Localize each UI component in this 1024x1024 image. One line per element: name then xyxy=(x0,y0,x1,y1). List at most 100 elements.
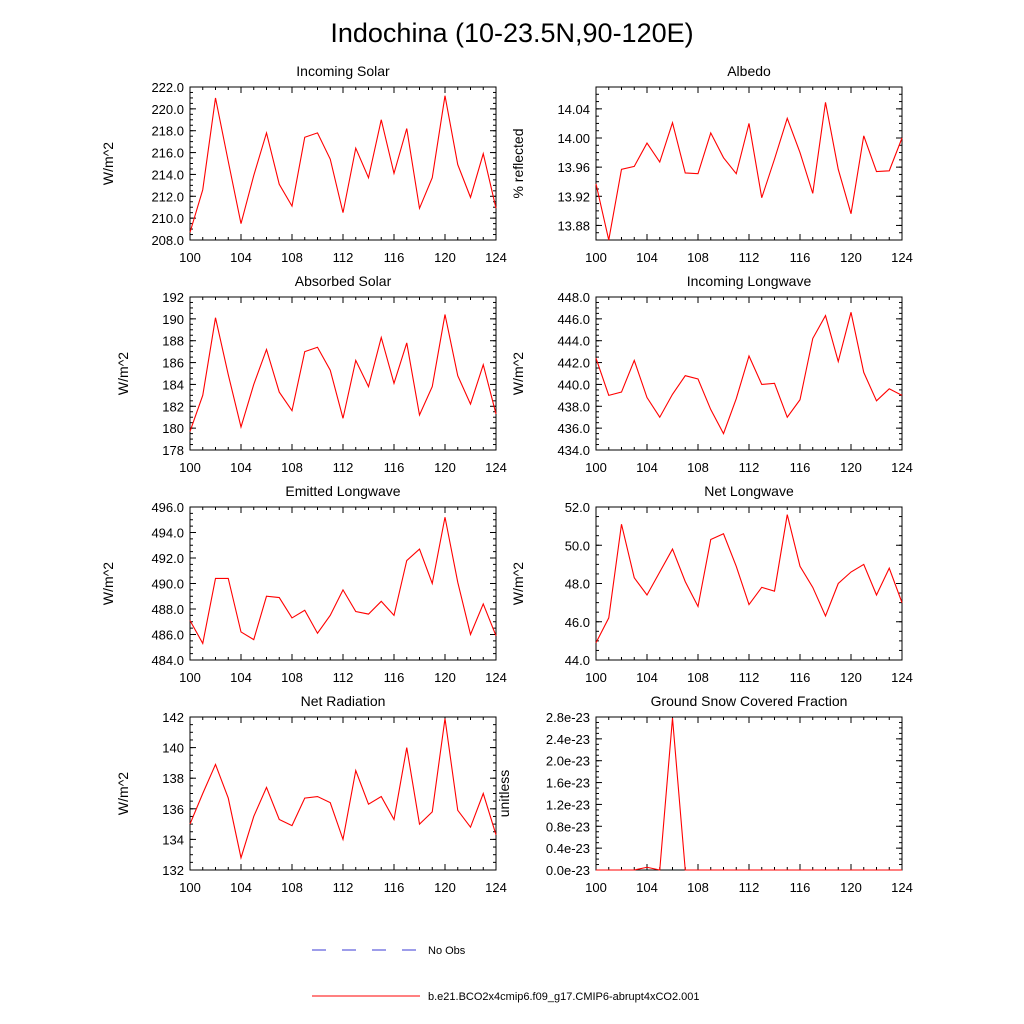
plot-frame xyxy=(189,86,497,241)
x-tick-label: 112 xyxy=(739,460,760,475)
y-tick-label: 48.0 xyxy=(565,577,590,592)
x-tick-label: 112 xyxy=(739,250,760,265)
x-tick-label: 104 xyxy=(230,670,252,685)
y-tick-label: 496.0 xyxy=(151,500,184,515)
x-tick-label: 124 xyxy=(891,460,913,475)
y-tick-label: 212.0 xyxy=(151,189,184,204)
series-line xyxy=(596,718,902,871)
y-axis-label: % reflected xyxy=(510,128,526,198)
chart-title: Net Radiation xyxy=(301,693,386,709)
x-tick-label: 108 xyxy=(687,250,709,265)
x-tick-label: 104 xyxy=(636,880,658,895)
y-tick-label: 214.0 xyxy=(151,167,184,182)
figure-title: Indochina (10-23.5N,90-120E) xyxy=(330,18,693,48)
x-tick-label: 120 xyxy=(840,460,862,475)
x-tick-label: 120 xyxy=(434,880,456,895)
chart-title: Emitted Longwave xyxy=(285,483,400,499)
x-tick-label: 100 xyxy=(179,670,201,685)
y-tick-label: 1.6e-23 xyxy=(546,776,590,791)
chart-panel-1: Incoming Solar W/m^2 100 104 108 112 116 120 124… xyxy=(100,63,507,265)
plot-frame xyxy=(189,506,497,661)
y-tick-label: 2.4e-23 xyxy=(546,732,590,747)
y-tick-label: 184 xyxy=(162,377,184,392)
chart-title: Incoming Solar xyxy=(296,63,390,79)
x-tick-label: 124 xyxy=(891,880,913,895)
y-tick-label: 13.92 xyxy=(557,189,590,204)
series-line xyxy=(189,718,497,860)
y-tick-label: 180 xyxy=(162,421,184,436)
y-axis-label: W/m^2 xyxy=(510,352,526,395)
y-tick-label: 486.0 xyxy=(151,628,184,643)
y-tick-label: 434.0 xyxy=(557,443,590,458)
x-tick-label: 108 xyxy=(281,460,303,475)
y-tick-label: 0.4e-23 xyxy=(546,841,590,856)
chart-title: Net Longwave xyxy=(704,483,794,499)
x-tick-label: 104 xyxy=(230,460,252,475)
y-tick-label: 14.04 xyxy=(557,102,590,117)
x-tick-label: 100 xyxy=(585,250,607,265)
y-tick-label: 438.0 xyxy=(557,399,590,414)
y-tick-label: 134 xyxy=(162,832,184,847)
y-tick-label: 446.0 xyxy=(557,312,590,327)
legend-label-model: b.e21.BCO2x4cmip6.f09_g17.CMIP6-abrupt4x… xyxy=(428,991,700,1003)
x-tick-label: 124 xyxy=(485,250,507,265)
x-tick-label: 120 xyxy=(840,880,862,895)
series-line xyxy=(595,312,903,435)
x-tick-label: 104 xyxy=(230,250,252,265)
chart-panel-8: Ground Snow Covered Fraction unitless 100 1… xyxy=(496,693,913,895)
y-tick-label: 208.0 xyxy=(151,233,184,248)
y-tick-label: 138 xyxy=(162,771,184,786)
series-line xyxy=(189,314,497,432)
x-tick-label: 112 xyxy=(739,880,760,895)
y-axis-label: W/m^2 xyxy=(115,772,131,815)
x-tick-label: 124 xyxy=(485,460,507,475)
x-tick-label: 120 xyxy=(840,670,862,685)
y-tick-label: 50.0 xyxy=(565,538,590,553)
x-tick-label: 112 xyxy=(333,460,354,475)
plot-frame xyxy=(595,86,903,241)
x-tick-label: 116 xyxy=(384,250,405,265)
chart-panels: Incoming Solar W/m^2 100 104 108 112 116 120 124… xyxy=(100,63,913,895)
y-tick-label: 13.96 xyxy=(557,160,590,175)
x-tick-label: 104 xyxy=(636,670,658,685)
legend-label-no-obs: No Obs xyxy=(428,945,466,957)
x-tick-label: 100 xyxy=(179,250,201,265)
y-tick-label: 178 xyxy=(162,443,184,458)
chart-panel-2: Albedo % reflected 100 104 108 112 116 120 124 13… xyxy=(510,63,913,265)
y-tick-label: 190 xyxy=(162,312,184,327)
x-tick-label: 116 xyxy=(790,250,811,265)
y-tick-label: 188 xyxy=(162,334,184,349)
x-tick-label: 100 xyxy=(585,880,607,895)
y-tick-label: 494.0 xyxy=(151,526,184,541)
y-tick-label: 218.0 xyxy=(151,124,184,139)
x-tick-label: 116 xyxy=(790,880,811,895)
y-tick-label: 52.0 xyxy=(565,500,590,515)
x-tick-label: 124 xyxy=(485,670,507,685)
chart-panel-6: Net Longwave W/m^2 100 104 108 112 116 120 124 44… xyxy=(510,483,913,685)
x-tick-label: 100 xyxy=(179,880,201,895)
y-tick-label: 490.0 xyxy=(151,577,184,592)
plot-frame xyxy=(189,716,497,871)
y-tick-label: 14.00 xyxy=(557,131,590,146)
x-tick-label: 112 xyxy=(333,880,354,895)
chart-panel-7: Net Radiation W/m^2 100 104 108 112 116 120 124 1… xyxy=(115,693,507,895)
y-tick-label: 192 xyxy=(162,290,184,305)
y-tick-label: 2.0e-23 xyxy=(546,754,590,769)
y-tick-label: 492.0 xyxy=(151,551,184,566)
y-axis-label: W/m^2 xyxy=(100,142,116,185)
chart-title: Albedo xyxy=(727,63,771,79)
x-tick-label: 100 xyxy=(179,460,201,475)
y-tick-label: 136 xyxy=(162,802,184,817)
x-tick-label: 104 xyxy=(230,880,252,895)
y-tick-label: 444.0 xyxy=(557,334,590,349)
x-tick-label: 108 xyxy=(687,880,709,895)
x-tick-label: 108 xyxy=(281,670,303,685)
x-tick-label: 124 xyxy=(891,670,913,685)
y-tick-label: 440.0 xyxy=(557,377,590,392)
x-tick-label: 108 xyxy=(687,460,709,475)
y-axis-label: unitless xyxy=(496,770,512,817)
y-tick-label: 448.0 xyxy=(557,290,590,305)
legend: No Obs b.e21.BCO2x4cmip6.f09_g17.CMIP6-a… xyxy=(312,945,700,1003)
x-tick-label: 120 xyxy=(434,670,456,685)
plot-frame xyxy=(595,506,903,661)
